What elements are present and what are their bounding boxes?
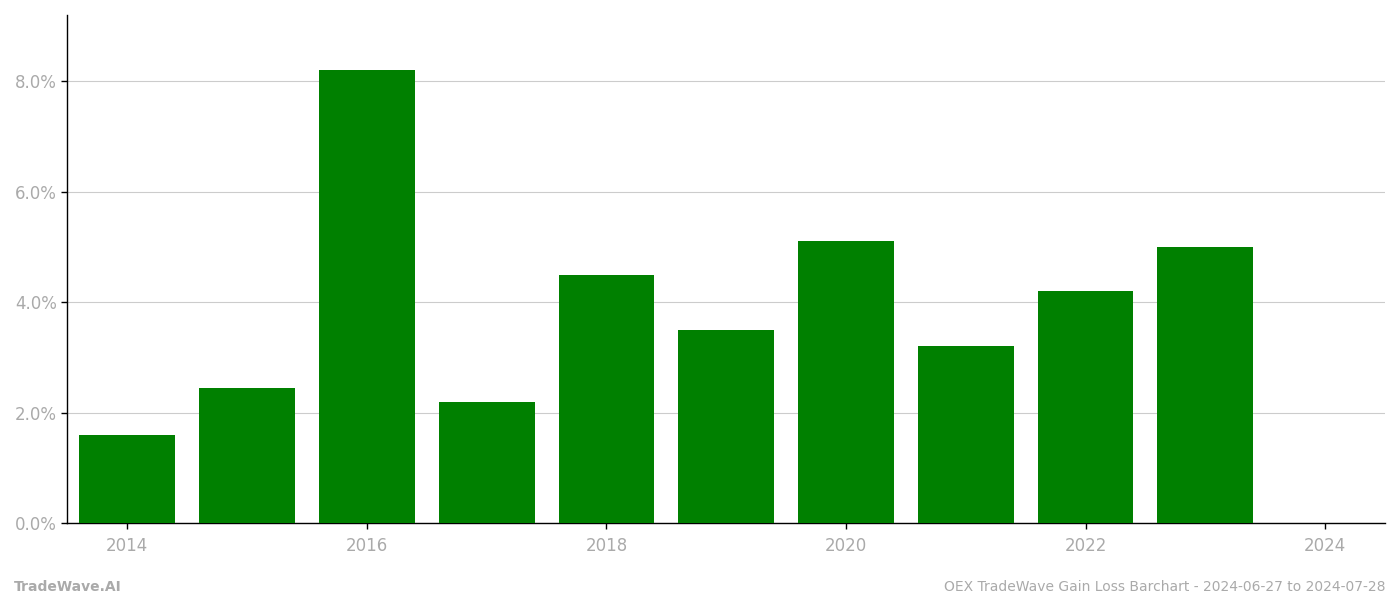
Bar bbox=[559, 275, 654, 523]
Bar bbox=[199, 388, 295, 523]
Bar bbox=[1037, 291, 1134, 523]
Bar bbox=[438, 401, 535, 523]
Bar bbox=[1158, 247, 1253, 523]
Bar bbox=[319, 70, 414, 523]
Bar bbox=[918, 346, 1014, 523]
Bar bbox=[798, 241, 895, 523]
Text: OEX TradeWave Gain Loss Barchart - 2024-06-27 to 2024-07-28: OEX TradeWave Gain Loss Barchart - 2024-… bbox=[945, 580, 1386, 594]
Bar bbox=[678, 330, 774, 523]
Text: TradeWave.AI: TradeWave.AI bbox=[14, 580, 122, 594]
Bar bbox=[80, 435, 175, 523]
